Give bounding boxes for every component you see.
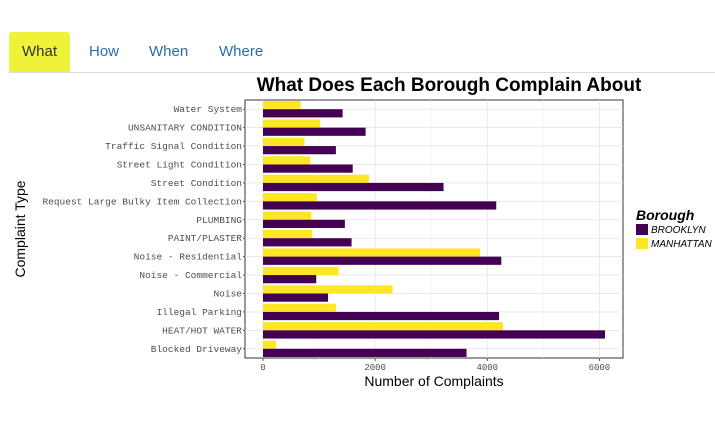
tab-how[interactable]: How xyxy=(89,43,120,60)
bar-manhattan xyxy=(263,156,311,165)
bars xyxy=(263,101,606,357)
legend-swatch-manhattan xyxy=(636,238,648,249)
bar-brooklyn xyxy=(263,109,343,118)
bar-manhattan xyxy=(263,230,313,239)
bar-manhattan xyxy=(263,174,369,183)
tab-when[interactable]: When xyxy=(149,43,189,60)
bar-brooklyn xyxy=(263,311,500,321)
y-tick-label: UNSANITARY CONDITION xyxy=(128,123,242,134)
y-axis-title: Complaint Type xyxy=(12,180,28,277)
bar-manhattan xyxy=(263,211,312,220)
legend: Borough BROOKLYN MANHATTAN xyxy=(636,207,713,250)
bar-manhattan xyxy=(263,303,336,312)
y-tick-label: Noise xyxy=(213,289,242,300)
bar-brooklyn xyxy=(263,201,497,210)
bar-brooklyn xyxy=(263,330,606,339)
y-tick-label: Noise - Residential xyxy=(134,252,243,263)
x-tick-labels: 0 2000 4000 6000 xyxy=(260,358,610,373)
bar-manhattan xyxy=(263,101,301,110)
x-axis-title: Number of Complaints xyxy=(364,373,503,389)
legend-title: Borough xyxy=(636,207,694,223)
legend-label-manhattan: MANHATTAN xyxy=(651,239,713,250)
bar-brooklyn xyxy=(263,348,467,357)
x-tick-label: 4000 xyxy=(476,363,498,373)
y-tick-label: PLUMBING xyxy=(196,215,242,226)
y-tick-label: Traffic Signal Condition xyxy=(105,141,242,152)
bar-brooklyn xyxy=(263,182,444,192)
bar-manhattan xyxy=(263,322,503,331)
bar-manhattan xyxy=(263,248,480,257)
legend-swatch-brooklyn xyxy=(636,224,648,235)
x-tick-label: 6000 xyxy=(589,363,611,373)
bar-brooklyn xyxy=(263,256,502,265)
y-tick-label: Illegal Parking xyxy=(156,307,242,318)
y-tick-label: PAINT/PLASTER xyxy=(168,233,242,244)
legend-label-brooklyn: BROOKLYN xyxy=(651,225,706,236)
bar-manhattan xyxy=(263,193,317,202)
bar-manhattan xyxy=(263,137,305,147)
bar-brooklyn xyxy=(263,164,353,173)
y-tick-label: Street Condition xyxy=(151,178,242,189)
x-tick-label: 0 xyxy=(260,363,265,373)
x-tick-label: 2000 xyxy=(364,363,386,373)
bar-manhattan xyxy=(263,119,321,128)
bar-brooklyn xyxy=(263,146,336,155)
bar-brooklyn xyxy=(263,219,345,228)
bar-manhattan xyxy=(263,285,393,294)
bar-brooklyn xyxy=(263,275,317,284)
bar-brooklyn xyxy=(263,293,329,302)
chart-title: What Does Each Borough Complain About xyxy=(257,75,642,96)
y-tick-labels: Water System UNSANITARY CONDITION Traffic … xyxy=(42,104,245,355)
tab-what[interactable]: What xyxy=(9,32,71,72)
tab-bar: What How When Where xyxy=(9,32,715,73)
y-tick-label: Request Large Bulky Item Collection xyxy=(42,196,242,207)
bar-brooklyn xyxy=(263,238,352,247)
y-tick-label: Blocked Driveway xyxy=(151,344,243,355)
bar-manhattan xyxy=(263,340,276,349)
y-tick-label: HEAT/HOT WATER xyxy=(162,325,242,336)
bar-manhattan xyxy=(263,266,339,276)
tab-where[interactable]: Where xyxy=(219,43,264,60)
y-tick-label: Noise - Commercial xyxy=(139,270,242,281)
y-tick-label: Street Light Condition xyxy=(117,160,242,171)
bar-brooklyn xyxy=(263,127,366,136)
y-tick-label: Water System xyxy=(174,104,243,115)
